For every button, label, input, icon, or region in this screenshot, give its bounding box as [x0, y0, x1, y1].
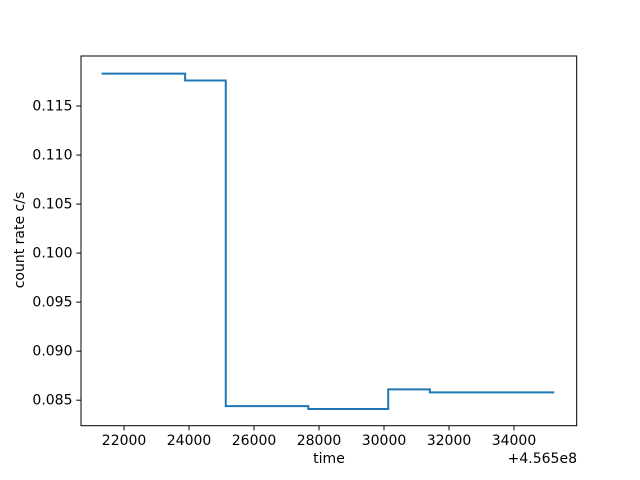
y-axis-label: count rate c/s	[12, 191, 28, 289]
y-tick-label: 0.095	[32, 295, 72, 311]
x-tick-label: 34000	[492, 433, 537, 449]
y-tick-label: 0.085	[32, 393, 72, 409]
x-tick-label: 26000	[232, 433, 277, 449]
x-tick-label: 24000	[167, 433, 212, 449]
y-tick-label: 0.115	[32, 99, 72, 115]
y-tick-label: 0.110	[32, 148, 72, 164]
x-tick-label: 22000	[102, 433, 147, 449]
x-tick-label: 28000	[297, 433, 342, 449]
y-tick-label: 0.105	[32, 197, 72, 213]
x-axis-offset-text: +4.565e8	[507, 451, 577, 467]
y-tick-label: 0.100	[32, 246, 72, 262]
x-axis-label: time	[313, 451, 345, 467]
axes-spines	[80, 55, 578, 427]
y-tick-label: 0.090	[32, 344, 72, 360]
x-tick-label: 32000	[427, 433, 472, 449]
x-tick-label: 30000	[362, 433, 407, 449]
count-rate-step-line	[101, 72, 555, 411]
